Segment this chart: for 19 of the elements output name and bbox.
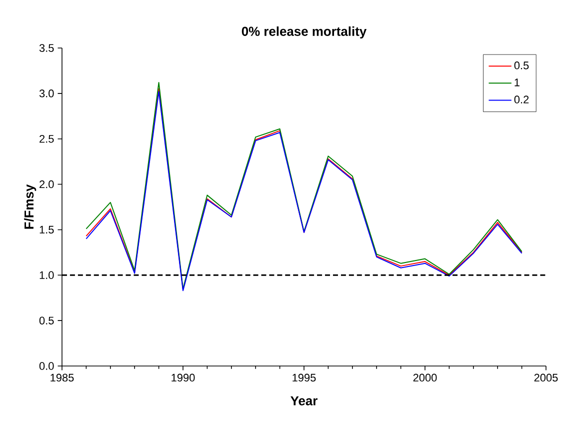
chart-title: 0% release mortality	[242, 26, 367, 38]
y-tick-label: 3.0	[39, 90, 54, 98]
x-tick-label: 2005	[534, 374, 558, 382]
x-tick-label: 1990	[172, 374, 195, 382]
y-tick-label: 0.0	[39, 362, 54, 370]
x-tick-label: 1985	[50, 374, 74, 382]
legend-label: 0.5	[514, 62, 529, 70]
y-tick-label: 1.5	[40, 226, 54, 234]
legend-label: 1	[514, 78, 520, 86]
y-axis-title: F/Fmsy	[24, 184, 36, 229]
y-tick-label: 1.0	[40, 271, 54, 280]
x-axis-title: Year	[290, 396, 318, 406]
y-tick-label: 2.0	[40, 180, 54, 188]
x-tick-label: 2000	[413, 374, 437, 382]
y-tick-label: 3.5	[39, 44, 54, 52]
x-tick-label: 1995	[292, 374, 316, 382]
legend-label: 0.2	[514, 96, 529, 104]
y-tick-label: 2.5	[40, 134, 54, 143]
y-tick-label: 0.5	[39, 316, 54, 324]
